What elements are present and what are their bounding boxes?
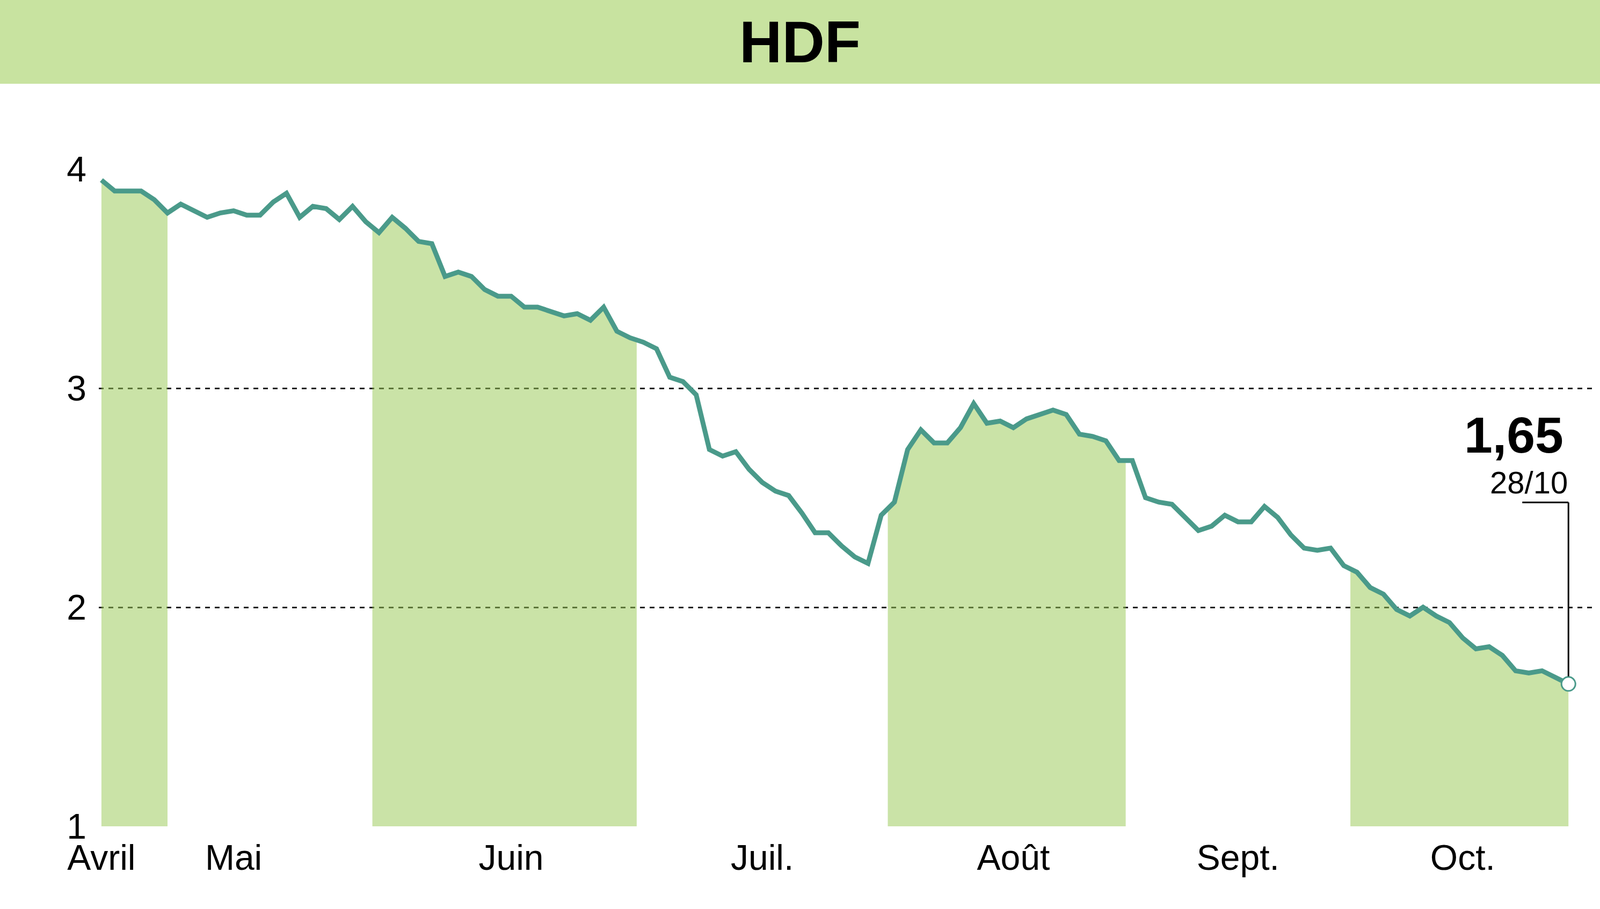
svg-text:Juin: Juin (478, 837, 544, 878)
svg-text:Oct.: Oct. (1430, 837, 1496, 878)
svg-text:1: 1 (66, 806, 87, 847)
svg-text:Août: Août (976, 837, 1050, 878)
svg-text:Avril: Avril (67, 837, 136, 878)
svg-text:Sept.: Sept. (1196, 837, 1280, 878)
svg-text:1,65: 1,65 (1464, 406, 1564, 464)
svg-text:28/10: 28/10 (1489, 464, 1568, 500)
svg-text:3: 3 (66, 368, 87, 409)
svg-text:Mai: Mai (205, 837, 263, 878)
html-text:HDF: HDF (739, 8, 861, 75)
svg-text:2: 2 (66, 587, 87, 628)
svg-text:4: 4 (66, 149, 87, 189)
svg-text:Juil.: Juil. (730, 837, 794, 878)
